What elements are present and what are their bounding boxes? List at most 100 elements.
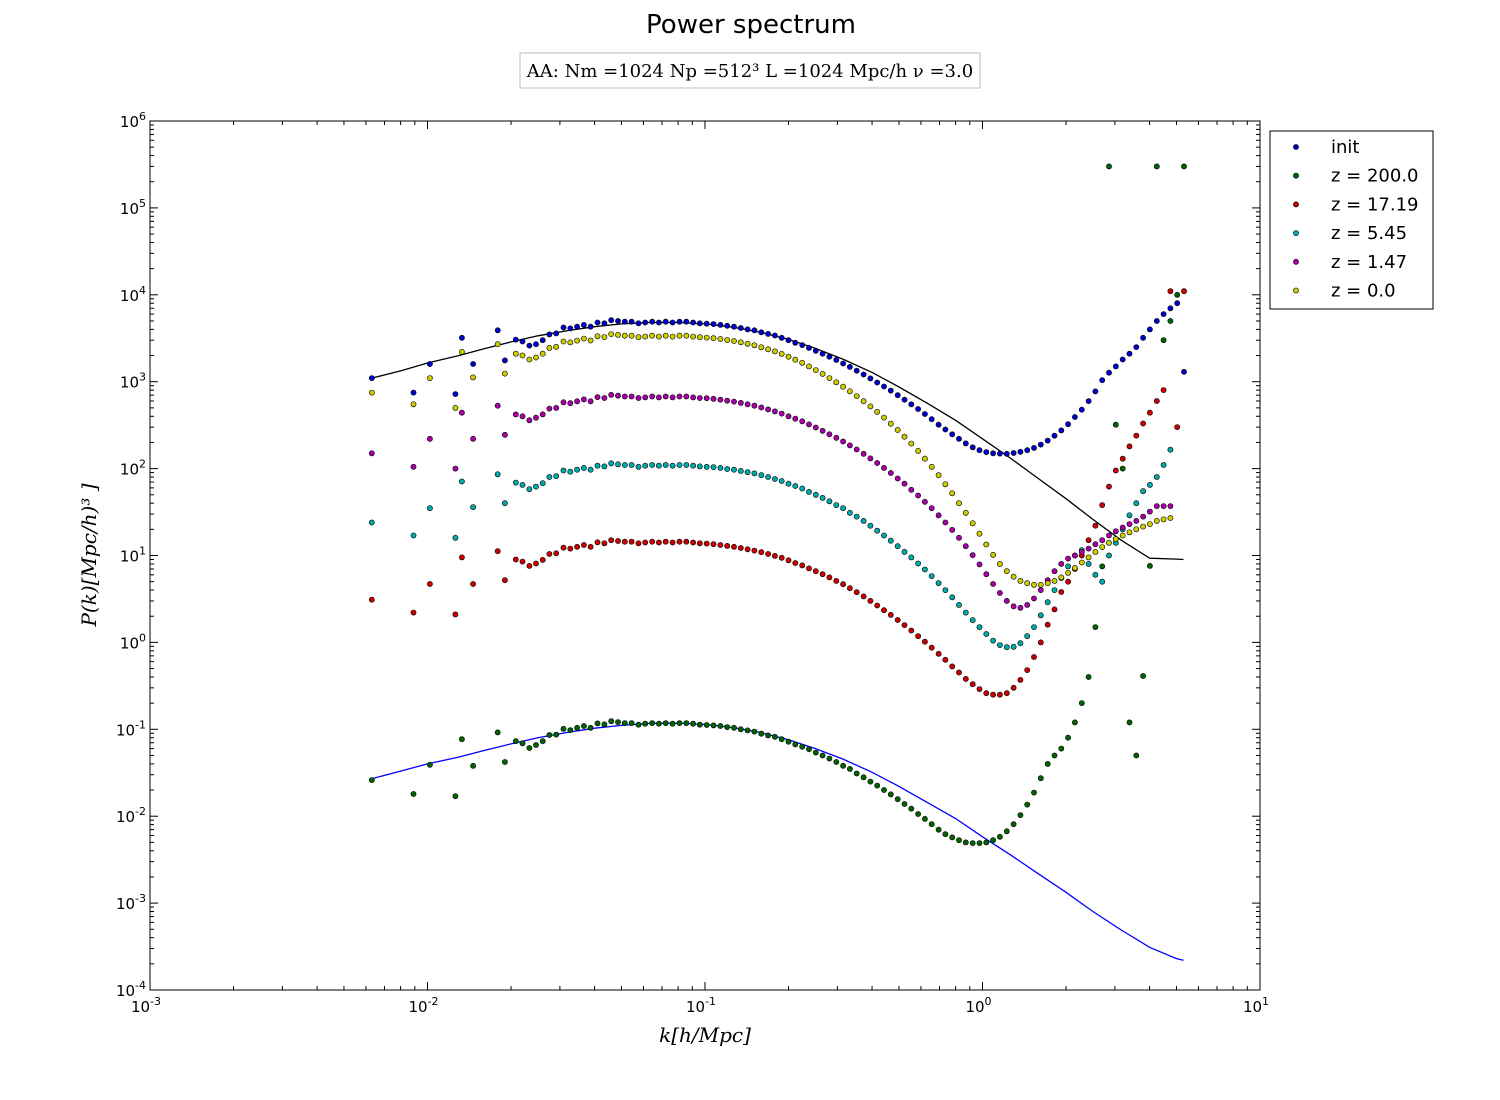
data-point — [1147, 521, 1153, 527]
data-point — [840, 762, 846, 769]
data-point — [669, 539, 676, 546]
data-point — [724, 322, 731, 329]
data-point — [1099, 544, 1106, 550]
data-point — [990, 551, 996, 558]
data-point — [1044, 621, 1051, 628]
data-point — [608, 537, 615, 544]
data-point — [758, 472, 765, 479]
data-point — [867, 778, 874, 785]
data-point — [853, 589, 860, 596]
data-point — [546, 474, 553, 480]
data-point — [969, 681, 976, 688]
data-point — [969, 552, 976, 558]
data-point — [635, 540, 642, 547]
data-point — [806, 565, 812, 572]
data-point — [587, 398, 594, 405]
data-point — [1133, 526, 1140, 533]
data-point — [833, 434, 840, 441]
y-tick-exp: 6 — [139, 110, 146, 123]
data-point — [615, 538, 621, 544]
data-point — [1003, 644, 1010, 651]
data-point — [894, 543, 901, 550]
y-tick-base: 10 — [120, 113, 139, 131]
data-point — [772, 553, 778, 559]
data-point — [512, 479, 519, 486]
data-point — [608, 317, 615, 324]
data-point — [1003, 828, 1010, 835]
data-point — [642, 462, 649, 469]
data-point — [452, 404, 459, 411]
data-point — [1106, 369, 1112, 376]
data-point — [656, 462, 662, 469]
data-point — [560, 338, 567, 345]
data-point — [1140, 523, 1146, 530]
data-point — [1072, 414, 1078, 420]
data-point — [533, 742, 539, 748]
data-point — [997, 561, 1003, 567]
data-point — [1065, 555, 1071, 562]
y-tick-exp: 1 — [139, 545, 146, 558]
data-point — [867, 375, 874, 382]
data-point — [1058, 574, 1065, 581]
data-point — [962, 509, 969, 516]
data-point — [1126, 350, 1133, 357]
data-point — [546, 331, 553, 338]
data-point — [426, 505, 433, 512]
data-point — [649, 720, 656, 726]
data-point — [696, 463, 703, 470]
y-tick-label: 103 — [120, 371, 146, 392]
data-point — [908, 627, 915, 634]
data-point — [1003, 598, 1010, 604]
data-point — [785, 413, 792, 420]
data-point — [560, 399, 567, 406]
data-point — [881, 787, 887, 793]
data-point — [751, 402, 758, 409]
data-point — [976, 686, 983, 692]
data-point — [642, 319, 649, 326]
data-point — [1017, 604, 1024, 611]
data-point — [703, 540, 710, 547]
data-point — [935, 580, 942, 587]
data-point — [772, 476, 778, 482]
data-point — [942, 519, 949, 526]
data-point — [1017, 578, 1024, 584]
data-point — [949, 594, 956, 601]
data-point — [519, 352, 526, 359]
data-point — [649, 318, 656, 325]
data-point — [1147, 409, 1153, 416]
data-point — [1181, 163, 1187, 170]
data-point — [867, 522, 874, 529]
data-point — [1017, 448, 1024, 455]
data-point — [990, 581, 996, 587]
legend-label: z = 0.0 — [1331, 281, 1396, 302]
data-point — [649, 538, 656, 545]
y-tick-base: 10 — [116, 721, 135, 739]
data-point — [615, 719, 621, 725]
data-point — [881, 607, 887, 614]
data-point — [512, 411, 519, 418]
data-point — [501, 759, 508, 765]
data-point — [519, 558, 526, 565]
data-point — [533, 483, 539, 490]
data-point — [908, 805, 915, 812]
data-point — [1085, 554, 1092, 561]
data-point — [942, 656, 949, 663]
data-point — [628, 720, 635, 726]
data-point — [553, 473, 560, 479]
x-tick-label: 10-2 — [408, 995, 438, 1016]
data-point — [1072, 719, 1078, 726]
data-point — [922, 816, 928, 822]
data-point — [690, 462, 696, 469]
data-point — [628, 318, 635, 325]
data-point — [642, 720, 649, 727]
tick-labels: 10-3 10-2 10-1 100 10110-410-310-210-1100101… — [116, 110, 1269, 1016]
data-point — [470, 581, 476, 587]
y-tick-label: 106 — [120, 110, 146, 131]
y-tick-label: 104 — [120, 284, 146, 305]
legend-marker — [1293, 230, 1299, 236]
data-point — [426, 435, 433, 442]
data-point — [1153, 163, 1160, 170]
data-point — [792, 356, 799, 363]
data-point — [990, 450, 996, 457]
data-point — [894, 796, 901, 803]
